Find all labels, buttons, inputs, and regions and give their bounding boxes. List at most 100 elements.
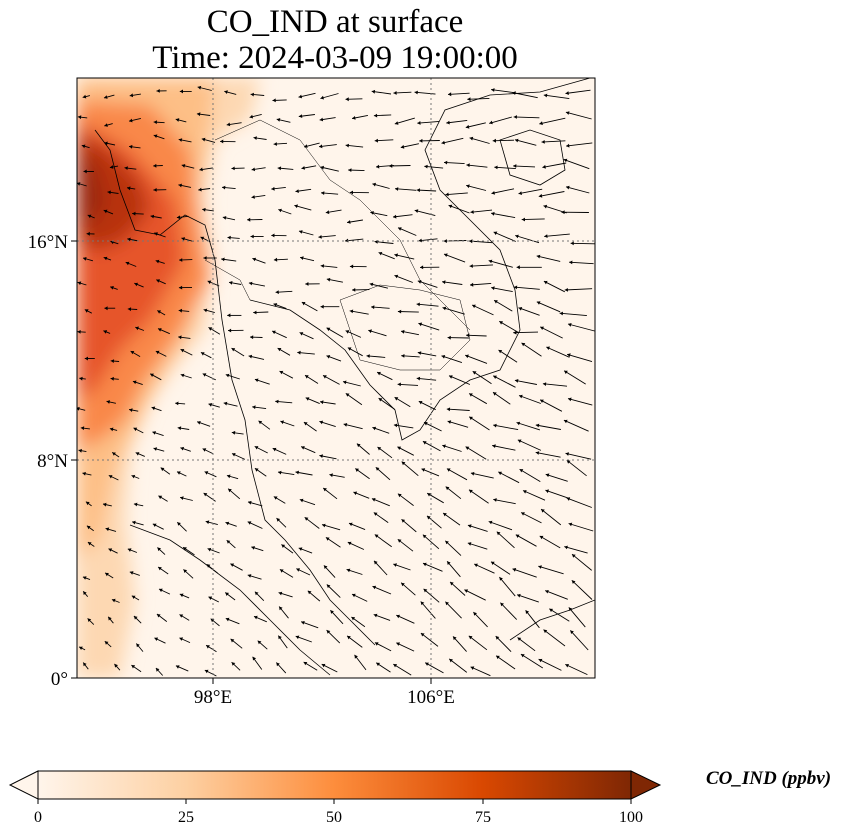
wind-arrow-head <box>135 452 140 456</box>
wind-arrow-head <box>397 493 402 498</box>
wind-arrow-head <box>352 593 356 598</box>
wind-arrow-head <box>374 138 378 143</box>
wind-arrow-head <box>513 115 517 119</box>
wind-arrow-head <box>181 164 186 168</box>
wind-arrow-head <box>427 515 431 520</box>
wind-arrow-head <box>103 502 107 507</box>
wind-arrow <box>549 608 570 622</box>
wind-arrow <box>565 452 592 460</box>
wind-arrow-head <box>469 136 474 141</box>
wind-arrow-head <box>470 210 474 214</box>
wind-arrow <box>492 445 516 451</box>
wind-arrow-head <box>179 258 183 262</box>
colorbar-tick-75: 75 <box>475 809 491 826</box>
wind-arrow-head <box>83 169 87 174</box>
wind-arrow-head <box>280 420 284 425</box>
wind-arrow-head <box>205 520 210 525</box>
wind-arrow <box>563 419 589 432</box>
wind-arrow-head <box>178 335 182 340</box>
wind-arrow-head <box>542 164 546 169</box>
wind-arrow-head <box>158 328 162 332</box>
wind-arrow-head <box>443 239 447 243</box>
wind-arrow-head <box>448 92 452 97</box>
wind-arrow <box>466 164 488 168</box>
wind-arrow-head <box>515 234 519 239</box>
wind-arrow <box>470 666 491 677</box>
wind-arrow <box>417 280 438 288</box>
wind-arrow <box>394 188 417 191</box>
wind-arrow-head <box>207 547 212 552</box>
wind-arrow <box>397 311 419 313</box>
wind-arrow <box>520 653 544 669</box>
wind-arrow <box>473 611 488 628</box>
wind-arrow-head <box>395 187 399 191</box>
wind-arrow-head <box>393 563 397 567</box>
wind-arrow-head <box>446 468 451 472</box>
wind-arrow-head <box>177 426 182 431</box>
wind-arrow <box>512 92 538 99</box>
wind-arrow-head <box>326 277 331 282</box>
wind-arrow-head <box>254 378 259 383</box>
wind-arrow <box>565 111 592 120</box>
wind-arrow-head <box>326 355 331 359</box>
wind-arrow-head <box>276 518 281 522</box>
wind-arrow-head <box>473 612 477 616</box>
wind-arrow-head <box>156 614 161 618</box>
wind-arrow-head <box>446 407 451 412</box>
wind-arrow-head <box>87 618 92 622</box>
wind-arrow-head <box>319 454 323 458</box>
wind-arrow-head <box>354 654 358 659</box>
wind-arrow-head <box>111 598 116 603</box>
wind-arrow-head <box>320 264 325 268</box>
wind-arrow <box>518 188 543 195</box>
wind-arrow-head <box>86 525 91 530</box>
wind-arrow-head <box>305 282 309 286</box>
wind-arrow-head <box>499 577 503 581</box>
wind-arrow-head <box>133 616 138 620</box>
wind-arrow-head <box>466 163 470 168</box>
wind-arrow <box>545 590 568 600</box>
wind-arrow-head <box>131 474 136 479</box>
wind-arrow-head <box>225 521 230 526</box>
wind-arrow-head <box>206 645 210 649</box>
wind-arrow-head <box>129 408 133 412</box>
wind-arrow-head <box>568 522 573 527</box>
wind-arrow <box>541 140 566 143</box>
lon-tick-98e: 98°E <box>194 687 232 708</box>
wind-arrow-head <box>445 540 449 545</box>
wind-arrow <box>566 353 593 363</box>
wind-arrow-head <box>87 214 92 219</box>
wind-arrow <box>442 307 465 315</box>
wind-arrow-head <box>514 379 519 383</box>
wind-arrow <box>538 191 565 197</box>
wind-arrow-head <box>498 350 503 354</box>
wind-arrow-head <box>470 282 474 287</box>
wind-arrow-head <box>275 399 279 404</box>
wind-arrow-head <box>371 89 376 94</box>
wind-arrow <box>371 90 392 95</box>
wind-arrow-head <box>231 430 236 435</box>
wind-arrow <box>496 531 515 549</box>
wind-arrow-head <box>200 352 205 356</box>
wind-arrow-head <box>226 474 231 479</box>
wind-arrow-head <box>180 349 185 353</box>
wind-arrow-head <box>466 184 470 189</box>
wind-arrow <box>448 375 471 385</box>
wind-arrow-head <box>247 217 251 222</box>
wind-arrow <box>372 585 392 595</box>
wind-arrow <box>401 518 417 533</box>
wind-arrow-head <box>453 636 457 641</box>
wind-arrow-head <box>543 629 548 634</box>
wind-arrow-head <box>417 280 422 284</box>
wind-arrow-head <box>443 513 447 517</box>
wind-arrow <box>374 534 392 548</box>
colorbar: 0 25 50 75 100 <box>8 770 662 826</box>
wind-arrow <box>519 468 541 482</box>
wind-arrow-head <box>373 512 378 516</box>
wind-arrow-head <box>197 421 201 425</box>
wind-arrow-head <box>400 144 405 149</box>
wind-arrow <box>416 303 439 307</box>
wind-arrow-head <box>82 94 87 99</box>
wind-arrow <box>446 408 470 411</box>
wind-arrow <box>542 383 568 387</box>
